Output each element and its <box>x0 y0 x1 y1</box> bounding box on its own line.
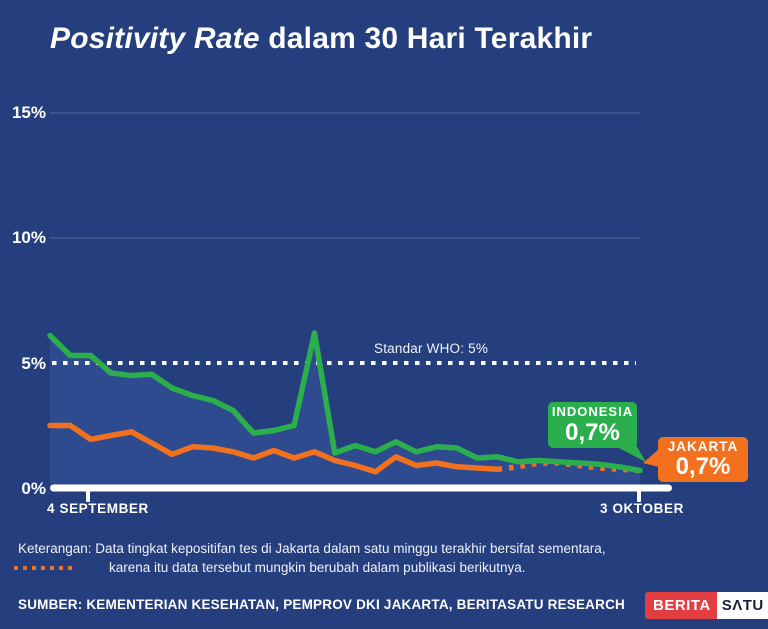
chart-title-rest: dalam 30 Hari Terakhir <box>259 22 593 55</box>
logo-berita: BERITA <box>645 592 717 619</box>
footnote-line1: Keterangan: Data tingkat kepositifan tes… <box>18 541 606 556</box>
footnote-line2: karena itu data tersebut mungkin berubah… <box>109 560 526 575</box>
x-axis-label-end: 3 OKTOBER <box>600 501 684 516</box>
indonesia-line <box>47 330 643 474</box>
y-axis-tick-label-0: 0% <box>21 479 46 498</box>
x-axis-tick-start <box>86 490 90 502</box>
x-axis-label-start: 4 SEPTEMBER <box>47 501 149 516</box>
y-axis-tick-label-15: 15% <box>11 103 46 122</box>
jakarta-callout-tail <box>643 449 659 467</box>
logo-satu: SΛTU <box>716 592 768 619</box>
jakarta-dotted-legend-swatch <box>14 565 74 570</box>
y-axis-tick-label-5: 5% <box>21 354 46 373</box>
indonesia-callout-value: 0,7% <box>565 419 620 446</box>
x-axis-tick-end <box>637 490 641 502</box>
chart-title: Positivity Rate dalam 30 Hari Terakhir <box>50 22 592 56</box>
y-axis-tick-label-10: 10% <box>11 228 46 247</box>
jakarta-line-solid <box>47 422 501 475</box>
x-axis-bar <box>50 484 672 492</box>
chart-title-emphasis: Positivity Rate <box>50 22 260 55</box>
footnote: Keterangan: Data tingkat kepositifan tes… <box>14 539 606 577</box>
indonesia-callout-tail <box>613 445 646 462</box>
indonesia-callout-label: INDONESIA <box>551 404 634 419</box>
jakarta-callout-value: 0,7% <box>675 453 731 481</box>
indonesia-callout: INDONESIA 0,7% <box>548 402 637 448</box>
jakarta-callout-label: JAKARTA <box>667 438 739 454</box>
who-reference-label: Standar WHO: 5% <box>374 341 489 356</box>
beritasatu-logo: BERITA SΛTU <box>645 592 768 619</box>
jakarta-callout: JAKARTA 0,7% <box>658 437 748 482</box>
source-text: SUMBER: KEMENTERIAN KESEHATAN, PEMPROV D… <box>18 597 625 612</box>
